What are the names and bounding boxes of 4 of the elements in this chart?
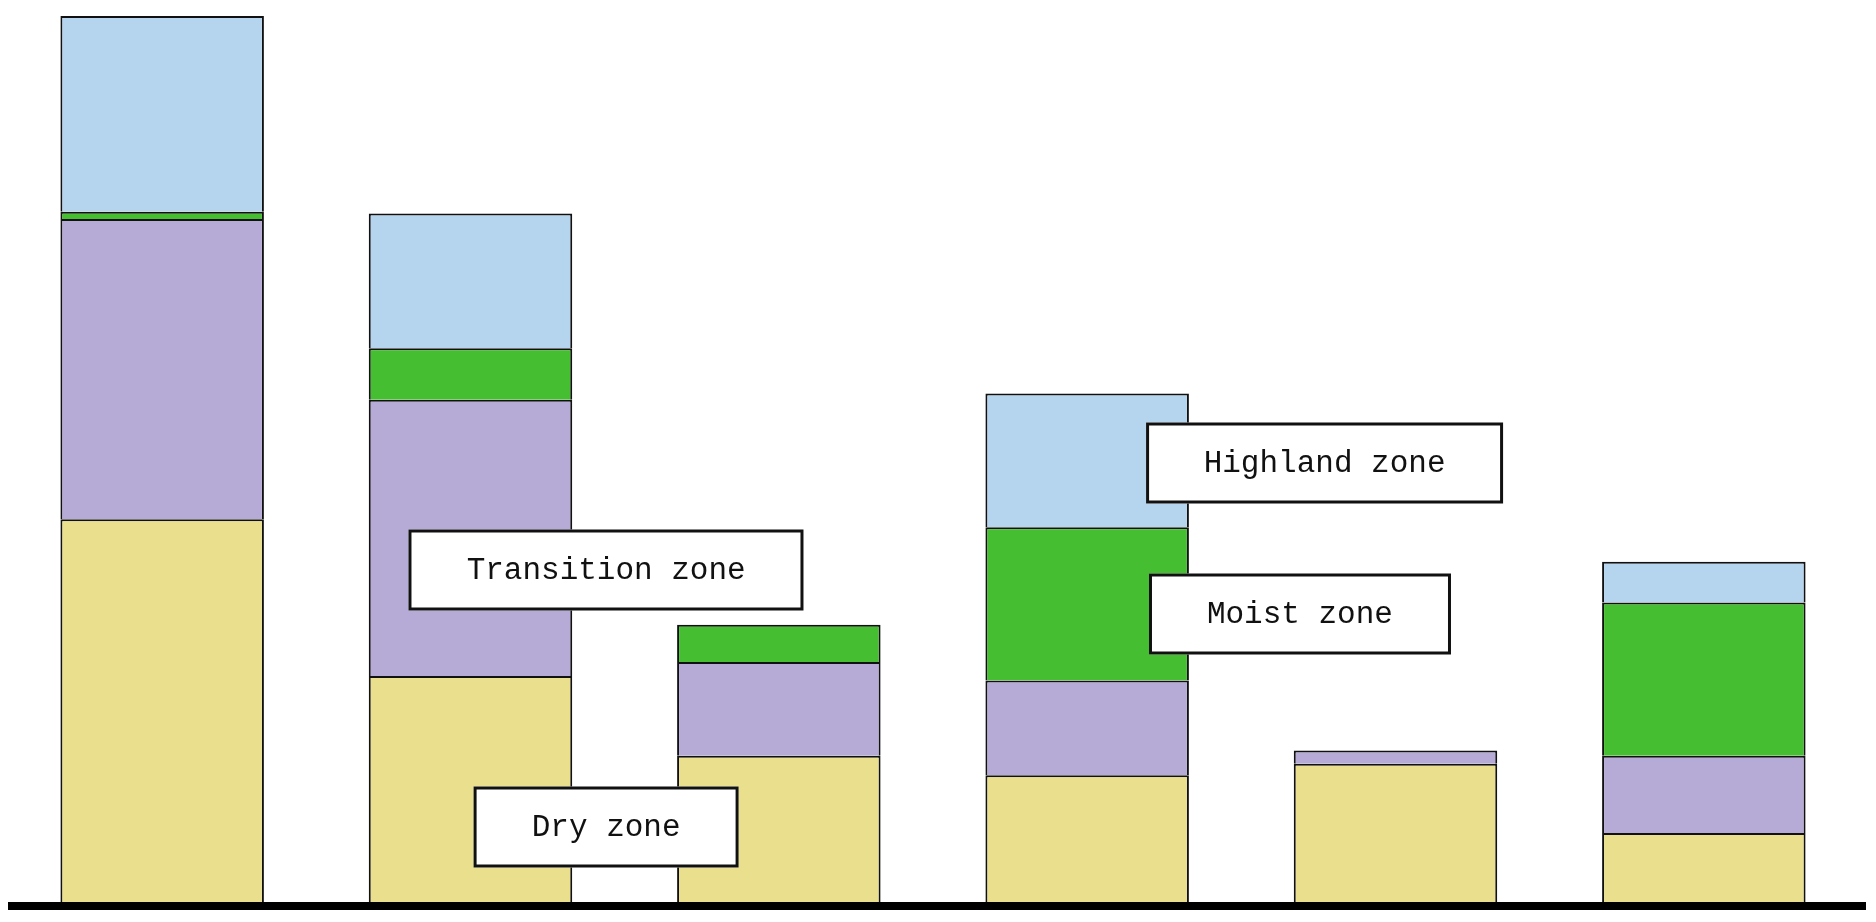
label-frame: Highland zone (1145, 422, 1504, 504)
label-frame: Moist zone (1148, 573, 1451, 655)
label-frame: Transition zone (408, 529, 804, 611)
label-frame: Dry zone (473, 786, 739, 868)
